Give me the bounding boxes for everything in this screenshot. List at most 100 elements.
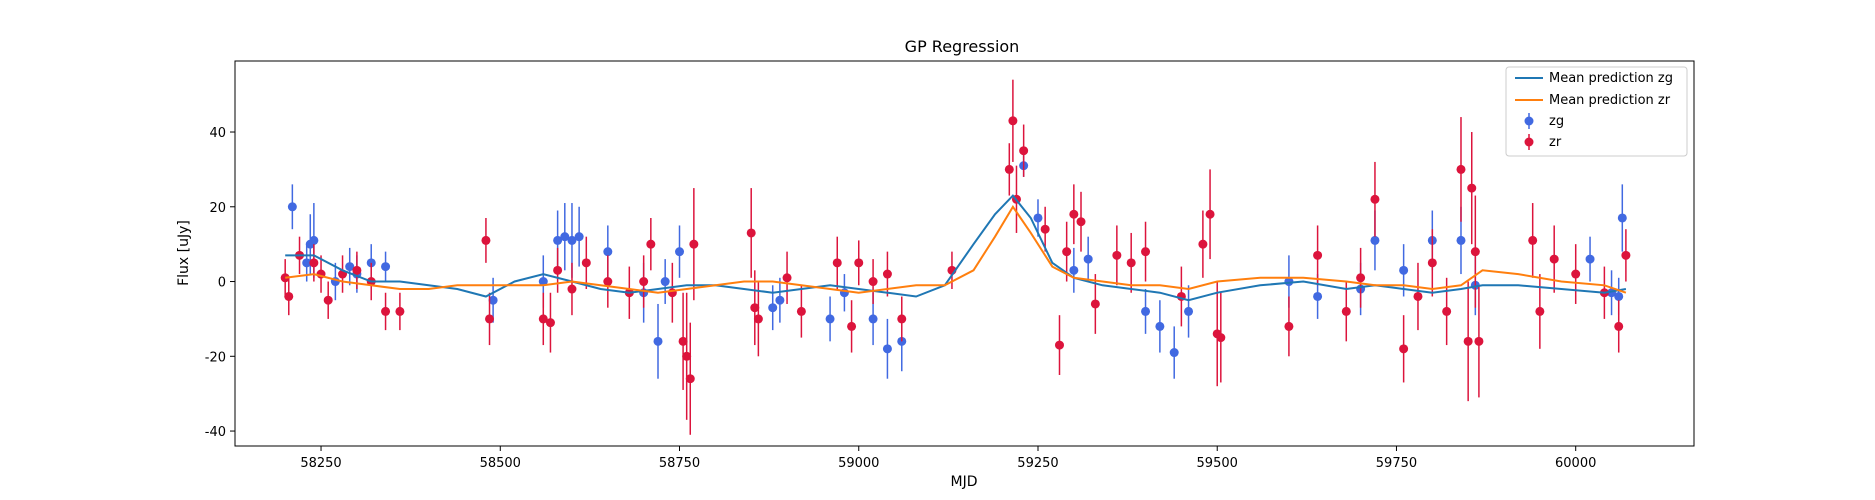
point-zr: [1019, 146, 1029, 156]
x-tick-label: 58500: [480, 456, 521, 471]
x-tick-label: 59750: [1376, 456, 1417, 471]
point-zr: [1571, 269, 1581, 279]
point-zg: [1399, 265, 1409, 275]
y-tick-label: 40: [209, 126, 226, 141]
point-zg: [1617, 213, 1627, 223]
x-tick-label: 58750: [659, 456, 700, 471]
point-zr: [1062, 247, 1072, 257]
point-zr: [485, 314, 495, 324]
point-zr: [1141, 247, 1151, 257]
point-zg: [1184, 306, 1194, 316]
legend-label-zr: zr: [1549, 135, 1562, 150]
point-zr: [603, 277, 613, 287]
point-zg: [1456, 235, 1466, 245]
point-zg: [287, 202, 297, 212]
x-tick-label: 59500: [1197, 456, 1238, 471]
point-zg: [1313, 291, 1323, 301]
point-zg: [603, 247, 613, 257]
point-zg: [553, 235, 563, 245]
line-mean-prediction-zr: [285, 204, 1627, 294]
x-tick-label: 59000: [838, 456, 879, 471]
legend-box: [1505, 66, 1688, 157]
point-zg: [488, 295, 498, 305]
point-zg: [868, 314, 878, 324]
point-zg: [1155, 321, 1165, 331]
point-zg: [775, 295, 785, 305]
point-zr: [1399, 344, 1409, 354]
point-zr: [1076, 217, 1086, 227]
y-tick-label: -20: [205, 350, 226, 365]
point-zr: [1413, 291, 1423, 301]
point-zr: [352, 265, 362, 275]
point-zr: [1216, 333, 1226, 343]
point-zr: [280, 273, 290, 283]
point-zr: [1069, 209, 1079, 219]
point-zr: [1112, 250, 1122, 260]
point-zg: [825, 314, 835, 324]
point-zr: [746, 228, 756, 238]
point-zr: [796, 306, 806, 316]
point-zr: [1341, 306, 1351, 316]
point-zr: [639, 277, 649, 287]
point-zg: [660, 277, 670, 287]
point-zr: [581, 258, 591, 268]
point-zr: [897, 314, 907, 324]
point-zr: [1004, 164, 1014, 174]
point-zr: [1126, 258, 1136, 268]
point-zr: [854, 258, 864, 268]
point-zg: [1083, 254, 1093, 264]
point-zg: [560, 232, 570, 242]
point-zg: [1141, 306, 1151, 316]
point-zr: [782, 273, 792, 283]
point-zr: [1456, 164, 1466, 174]
point-zr: [868, 277, 878, 287]
point-zg: [768, 303, 778, 313]
point-zr: [1370, 194, 1380, 204]
legend-swatch-zr-marker: [1524, 137, 1534, 147]
point-zr: [481, 235, 491, 245]
point-zr: [1463, 336, 1473, 346]
point-zr: [1356, 273, 1366, 283]
point-zg: [1169, 348, 1179, 358]
point-zg: [345, 262, 355, 272]
point-zg: [538, 277, 548, 287]
point-zg: [567, 235, 577, 245]
point-zr: [395, 306, 405, 316]
point-zr: [678, 336, 688, 346]
point-zr: [753, 314, 763, 324]
point-zr: [381, 306, 391, 316]
point-zr: [1040, 224, 1050, 234]
point-zr: [538, 314, 548, 324]
legend-label-zg: zg: [1549, 114, 1564, 129]
plot-frame: [234, 60, 1695, 447]
point-zr: [682, 351, 692, 361]
y-axis: -40 -20 0 20 40: [205, 126, 235, 440]
legend-label-zg-line: Mean prediction zg: [1549, 71, 1673, 86]
point-zg: [1585, 254, 1595, 264]
point-zg: [1069, 265, 1079, 275]
point-zg: [381, 262, 391, 272]
point-zg: [1370, 235, 1380, 245]
point-zg: [675, 247, 685, 257]
point-zg: [1614, 291, 1624, 301]
point-zr: [832, 258, 842, 268]
point-zg: [574, 232, 584, 242]
legend-label-zr-line: Mean prediction zr: [1549, 93, 1671, 108]
point-zg: [653, 336, 663, 346]
point-zr: [1313, 250, 1323, 260]
point-zr: [1621, 250, 1631, 260]
point-zr: [1198, 239, 1208, 249]
point-zr: [553, 265, 563, 275]
point-zg: [882, 344, 892, 354]
point-zr: [1054, 340, 1064, 350]
point-zg: [302, 258, 312, 268]
y-axis-label: Flux [uJy]: [176, 220, 192, 286]
point-zr: [284, 291, 294, 301]
point-zr: [1467, 183, 1477, 193]
plot-area: [280, 79, 1631, 435]
y-tick-label: 0: [218, 276, 226, 291]
x-axis-label: MJD: [951, 474, 978, 490]
point-zr: [567, 284, 577, 294]
chart-title: GP Regression: [905, 37, 1020, 56]
